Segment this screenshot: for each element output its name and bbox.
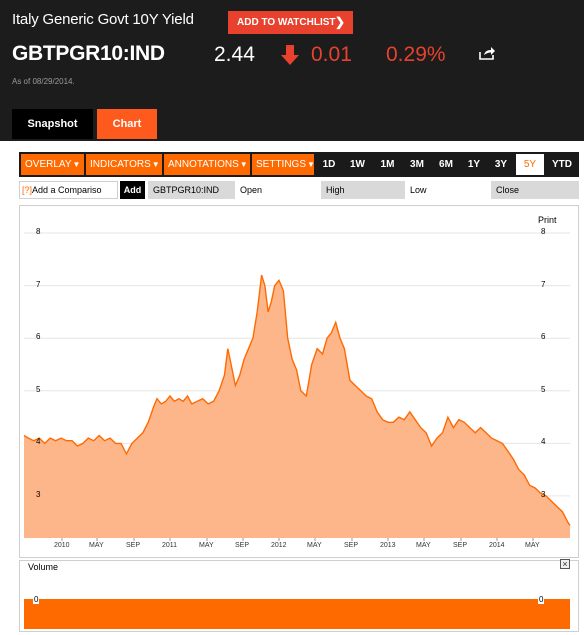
price-line bbox=[23, 274, 571, 526]
y-tick-right-5: 8 bbox=[541, 227, 546, 237]
share-icon[interactable] bbox=[479, 46, 496, 60]
y-tick-left-5: 8 bbox=[36, 227, 41, 237]
security-title: Italy Generic Govt 10Y Yield bbox=[12, 11, 194, 28]
settings-menu[interactable]: SETTINGS▼ bbox=[252, 154, 315, 175]
volume-label: Volume bbox=[28, 562, 59, 572]
x-tick-13: MAY bbox=[525, 542, 540, 549]
x-tick-4: MAY bbox=[199, 542, 214, 549]
watchlist-label: ADD TO WATCHLIST bbox=[237, 17, 336, 28]
caret-down-icon: ▼ bbox=[151, 160, 160, 169]
legend-symbol: GBTPGR10:IND bbox=[148, 181, 235, 199]
range-3m[interactable]: 3M bbox=[410, 159, 424, 170]
settings-menu-label: SETTINGS bbox=[256, 159, 307, 170]
range-1y[interactable]: 1Y bbox=[467, 159, 481, 170]
y-tick-right-3: 6 bbox=[541, 332, 546, 342]
help-link[interactable]: [?] bbox=[22, 185, 33, 195]
price-change-percent: 0.29% bbox=[386, 43, 446, 66]
range-1d[interactable]: 1D bbox=[322, 159, 336, 170]
volume-tick-left: 0 bbox=[33, 595, 40, 604]
volume-bar bbox=[24, 599, 570, 629]
range-6m[interactable]: 6M bbox=[439, 159, 453, 170]
x-tick-8: SEP bbox=[344, 542, 359, 549]
y-tick-right-1: 4 bbox=[541, 437, 546, 447]
legend-open: Open bbox=[240, 185, 263, 195]
chart-toolbar: OVERLAY▼ INDICATORS▼ ANNOTATIONS▼ SETTIN… bbox=[19, 152, 579, 177]
y-tick-right-4: 7 bbox=[541, 279, 546, 289]
y-tick-left-4: 7 bbox=[36, 279, 41, 289]
x-tick-12: 2014 bbox=[489, 542, 505, 549]
legend-close: Close bbox=[491, 181, 579, 199]
down-arrow-icon bbox=[281, 45, 299, 65]
x-tick-6: 2012 bbox=[271, 542, 287, 549]
chevron-right-icon: ❯ bbox=[334, 15, 345, 29]
range-5y[interactable]: 5Y bbox=[516, 154, 544, 175]
chart-legend-row: [?]Add a Compariso Add GBTPGR10:IND Open… bbox=[19, 180, 579, 200]
add-comparison-button[interactable]: Add bbox=[120, 181, 145, 199]
print-link[interactable]: Print bbox=[538, 215, 557, 225]
x-tick-11: SEP bbox=[453, 542, 468, 549]
overlay-menu-label: OVERLAY bbox=[25, 159, 72, 170]
tab-chart[interactable]: Chart bbox=[97, 109, 157, 139]
indicators-menu-label: INDICATORS bbox=[90, 159, 151, 170]
x-tick-3: 2011 bbox=[162, 542, 178, 549]
price-chart[interactable] bbox=[0, 0, 584, 560]
x-tick-0: 2010 bbox=[54, 542, 70, 549]
caret-down-icon: ▼ bbox=[72, 160, 81, 169]
volume-tick-right: 0 bbox=[538, 595, 545, 604]
x-tick-7: MAY bbox=[307, 542, 322, 549]
quote-header: Italy Generic Govt 10Y Yield ADD TO WATC… bbox=[0, 0, 584, 141]
legend-low: Low bbox=[410, 185, 427, 195]
caret-down-icon: ▼ bbox=[307, 160, 315, 169]
tab-snapshot[interactable]: Snapshot bbox=[12, 109, 93, 139]
y-tick-left-0: 3 bbox=[36, 489, 41, 499]
overlay-menu[interactable]: OVERLAY▼ bbox=[21, 154, 84, 175]
price-area bbox=[24, 275, 570, 538]
price-change: 0.01 bbox=[311, 43, 352, 66]
annotations-menu[interactable]: ANNOTATIONS▼ bbox=[164, 154, 250, 175]
y-tick-left-2: 5 bbox=[36, 384, 41, 394]
annotations-menu-label: ANNOTATIONS bbox=[168, 159, 239, 170]
x-tick-2: SEP bbox=[126, 542, 141, 549]
y-tick-left-3: 6 bbox=[36, 332, 41, 342]
y-tick-right-0: 3 bbox=[541, 489, 546, 499]
range-1m[interactable]: 1M bbox=[380, 159, 395, 170]
legend-high: High bbox=[321, 181, 405, 199]
y-tick-left-1: 4 bbox=[36, 437, 41, 447]
close-volume-icon[interactable]: × bbox=[560, 559, 570, 569]
ticker-symbol: GBTPGR10:IND bbox=[12, 42, 165, 65]
range-3y[interactable]: 3Y bbox=[494, 159, 508, 170]
x-tick-10: MAY bbox=[416, 542, 431, 549]
y-tick-right-2: 5 bbox=[541, 384, 546, 394]
range-ytd[interactable]: YTD bbox=[552, 159, 572, 170]
x-tick-9: 2013 bbox=[380, 542, 396, 549]
as-of-date: As of 08/29/2014. bbox=[12, 77, 75, 86]
caret-down-icon: ▼ bbox=[239, 160, 248, 169]
last-price: 2.44 bbox=[214, 43, 255, 66]
comparison-input[interactable]: [?]Add a Compariso bbox=[19, 181, 118, 199]
range-1w[interactable]: 1W bbox=[350, 159, 365, 170]
indicators-menu[interactable]: INDICATORS▼ bbox=[86, 154, 162, 175]
x-tick-5: SEP bbox=[235, 542, 250, 549]
x-tick-1: MAY bbox=[89, 542, 104, 549]
add-to-watchlist-button[interactable]: ADD TO WATCHLIST ❯ bbox=[228, 11, 353, 34]
comparison-placeholder: Add a Compariso bbox=[32, 185, 102, 195]
